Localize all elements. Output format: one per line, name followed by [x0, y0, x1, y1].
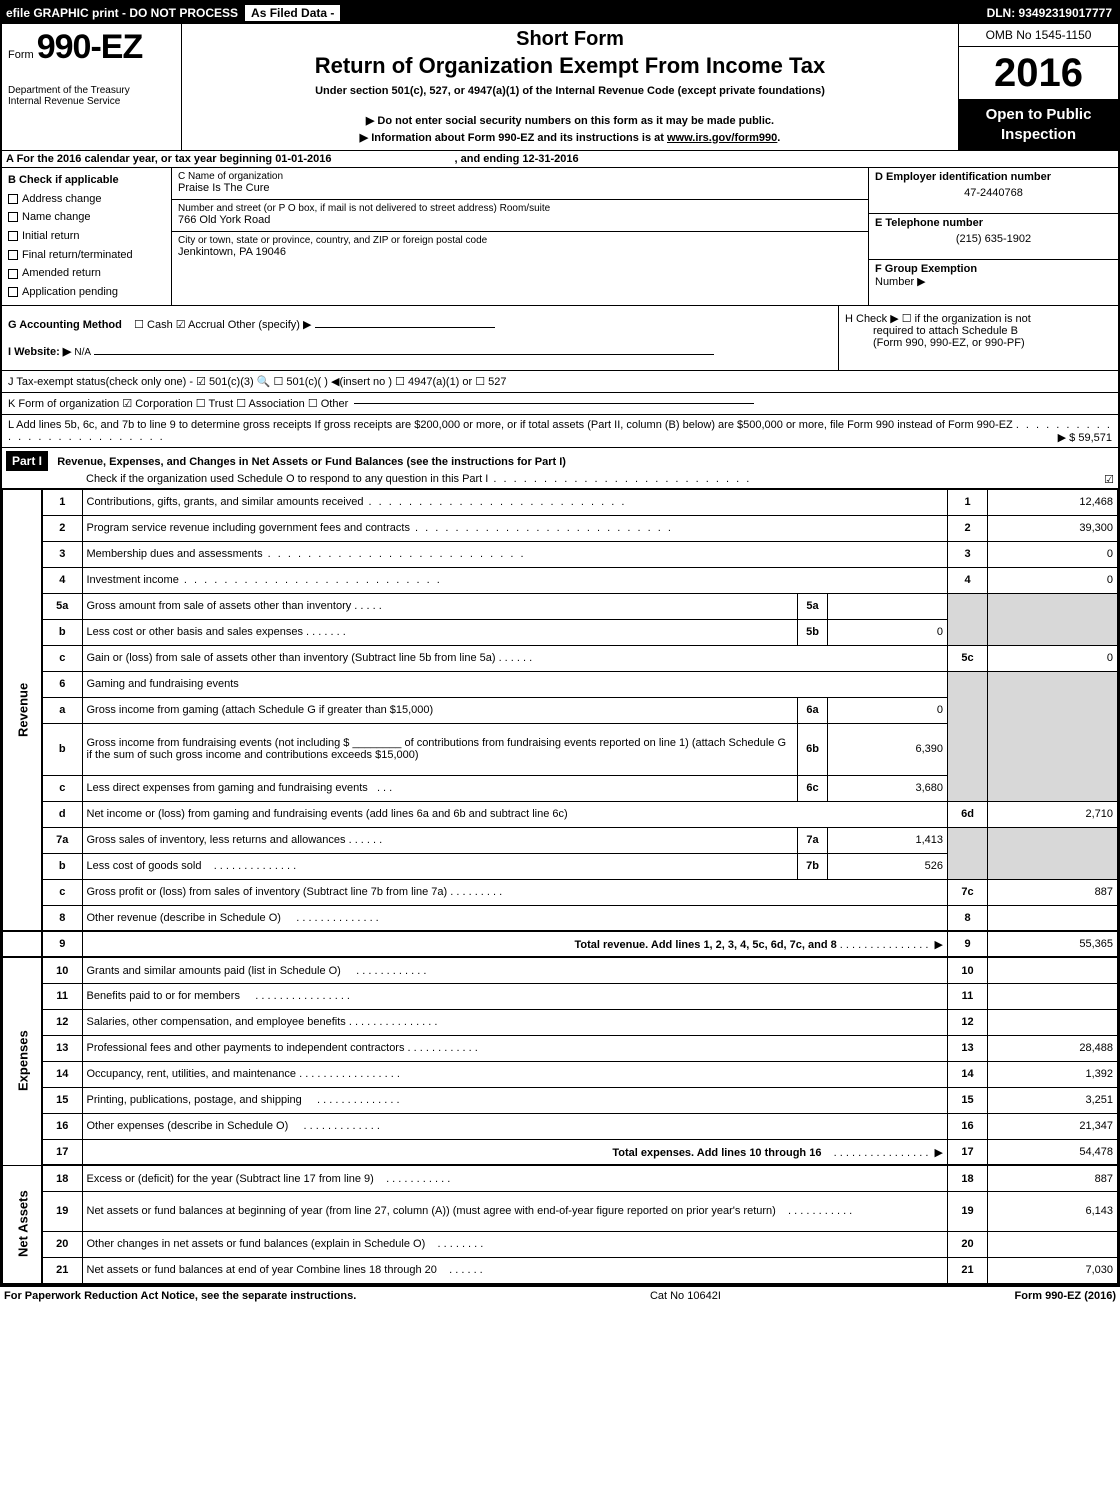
tel-value: (215) 635-1902	[875, 233, 1112, 245]
chk-final-return[interactable]: Final return/terminated	[8, 246, 165, 265]
part1-check[interactable]: ☑	[1104, 473, 1114, 486]
line13-value: 28,488	[988, 1035, 1118, 1061]
line10-value	[988, 957, 1118, 983]
line21-value: 7,030	[988, 1257, 1118, 1283]
form-container: efile GRAPHIC print - DO NOT PROCESS As …	[0, 0, 1120, 1286]
tel-box: E Telephone number (215) 635-1902	[869, 214, 1118, 260]
line9-value: 55,365	[988, 931, 1118, 957]
topbar-left: efile GRAPHIC print - DO NOT PROCESS	[2, 6, 242, 20]
top-bar: efile GRAPHIC print - DO NOT PROCESS As …	[2, 2, 1118, 24]
line1-value: 12,468	[988, 489, 1118, 515]
website-value: N/A	[74, 347, 91, 358]
omb-number: OMB No 1545-1150	[959, 24, 1118, 47]
chk-application-pending[interactable]: Application pending	[8, 283, 165, 302]
header-left: Form 990-EZ Department of the Treasury I…	[2, 24, 182, 150]
line20-value	[988, 1231, 1118, 1257]
part1-title: Revenue, Expenses, and Changes in Net As…	[57, 456, 566, 468]
line14-value: 1,392	[988, 1061, 1118, 1087]
form990-link[interactable]: www.irs.gov/form990	[667, 132, 777, 144]
line12-value	[988, 1009, 1118, 1035]
header-right: OMB No 1545-1150 2016 Open to PublicInsp…	[958, 24, 1118, 150]
city-box: City or town, state or province, country…	[172, 232, 868, 264]
line2-value: 39,300	[988, 515, 1118, 541]
footer: For Paperwork Reduction Act Notice, see …	[0, 1286, 1120, 1305]
group-exemption-box: F Group Exemption Number ▶	[869, 260, 1118, 305]
side-expenses: Expenses	[3, 957, 43, 1165]
org-name-box: C Name of organization Praise Is The Cur…	[172, 168, 868, 200]
footer-right: Form 990-EZ (2016)	[1015, 1290, 1116, 1302]
topbar-asfiled: As Filed Data -	[244, 4, 341, 22]
line16-value: 21,347	[988, 1113, 1118, 1139]
row-j: J Tax-exempt status(check only one) - ☑ …	[2, 371, 1118, 393]
line6d-value: 2,710	[988, 801, 1118, 827]
dept-irs: Internal Revenue Service	[8, 96, 175, 107]
header: Form 990-EZ Department of the Treasury I…	[2, 24, 1118, 151]
part1-tag: Part I	[6, 451, 48, 471]
row-l: L Add lines 5b, 6c, and 7b to line 9 to …	[2, 415, 1118, 448]
row-l-amount: ▶ $ 59,571	[1058, 431, 1112, 444]
street-value: 766 Old York Road	[178, 214, 862, 226]
topbar-dln: DLN: 93492319017777	[981, 6, 1118, 20]
line7c-value: 887	[988, 879, 1118, 905]
line6a-value: 0	[828, 697, 948, 723]
chk-initial-return[interactable]: Initial return	[8, 227, 165, 246]
bullet-1: ▶ Do not enter social security numbers o…	[190, 113, 950, 130]
row-i-label: I Website: ▶	[8, 346, 71, 358]
side-revenue: Revenue	[3, 489, 43, 931]
form-title: Return of Organization Exempt From Incom…	[190, 53, 950, 79]
chk-name-change[interactable]: Name change	[8, 208, 165, 227]
open-to-public: Open to PublicInspection	[959, 99, 1118, 150]
lines-table: Revenue 1 Contributions, gifts, grants, …	[2, 489, 1118, 1284]
header-center: Short Form Return of Organization Exempt…	[182, 24, 958, 150]
col-c: C Name of organization Praise Is The Cur…	[172, 168, 868, 305]
chk-amended-return[interactable]: Amended return	[8, 264, 165, 283]
line18-value: 887	[988, 1165, 1118, 1191]
line19-value: 6,143	[988, 1191, 1118, 1231]
org-name: Praise Is The Cure	[178, 182, 862, 194]
line6b-value: 6,390	[828, 723, 948, 775]
line5b-value: 0	[828, 619, 948, 645]
col-b-header: B Check if applicable	[8, 171, 165, 190]
line5a-value	[828, 593, 948, 619]
bullet-2: ▶ Information about Form 990-EZ and its …	[190, 130, 950, 147]
tax-year: 2016	[959, 47, 1118, 99]
row-k: K Form of organization ☑ Corporation ☐ T…	[2, 393, 1118, 415]
line17-value: 54,478	[988, 1139, 1118, 1165]
row-h: H Check ▶ ☐ if the organization is not r…	[838, 306, 1118, 370]
line5c-value: 0	[988, 645, 1118, 671]
part1-header: Part I Revenue, Expenses, and Changes in…	[2, 448, 1118, 489]
line7b-value: 526	[828, 853, 948, 879]
short-form-label: Short Form	[190, 28, 950, 51]
row-a: A For the 2016 calendar year, or tax yea…	[2, 151, 1118, 168]
line15-value: 3,251	[988, 1087, 1118, 1113]
line6c-value: 3,680	[828, 775, 948, 801]
city-value: Jenkintown, PA 19046	[178, 246, 862, 258]
section-bcd: B Check if applicable Address change Nam…	[2, 168, 1118, 306]
col-b: B Check if applicable Address change Nam…	[2, 168, 172, 305]
side-netassets: Net Assets	[3, 1165, 43, 1283]
row-g: G Accounting Method ☐ Cash ☑ Accrual Oth…	[2, 306, 838, 370]
form-number: 990-EZ	[37, 28, 143, 66]
line7a-value: 1,413	[828, 827, 948, 853]
street-box: Number and street (or P O box, if mail i…	[172, 200, 868, 232]
form-prefix: Form	[8, 49, 34, 61]
chk-address-change[interactable]: Address change	[8, 190, 165, 209]
line4-value: 0	[988, 567, 1118, 593]
line11-value	[988, 983, 1118, 1009]
footer-left: For Paperwork Reduction Act Notice, see …	[4, 1290, 356, 1302]
line8-value	[988, 905, 1118, 931]
form-subtitle: Under section 501(c), 527, or 4947(a)(1)…	[190, 85, 950, 97]
line3-value: 0	[988, 541, 1118, 567]
accounting-method-opts[interactable]: ☐ Cash ☑ Accrual Other (specify) ▶	[134, 319, 311, 331]
ein-value: 47-2440768	[875, 187, 1112, 199]
ein-box: D Employer identification number 47-2440…	[869, 168, 1118, 214]
footer-catno: Cat No 10642I	[356, 1290, 1014, 1302]
col-d: D Employer identification number 47-2440…	[868, 168, 1118, 305]
dept-treasury: Department of the Treasury	[8, 85, 175, 96]
